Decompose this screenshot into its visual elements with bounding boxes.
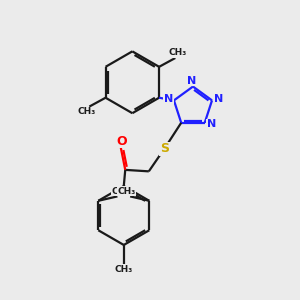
Text: N: N — [214, 94, 223, 104]
Text: CH₃: CH₃ — [112, 187, 130, 196]
Text: N: N — [187, 76, 196, 86]
Text: CH₃: CH₃ — [169, 49, 187, 58]
Text: O: O — [116, 135, 127, 148]
Text: N: N — [164, 94, 173, 104]
Text: CH₃: CH₃ — [78, 107, 96, 116]
Text: CH₃: CH₃ — [115, 266, 133, 274]
Text: S: S — [160, 142, 169, 155]
Text: N: N — [207, 119, 216, 129]
Text: CH₃: CH₃ — [118, 187, 136, 196]
